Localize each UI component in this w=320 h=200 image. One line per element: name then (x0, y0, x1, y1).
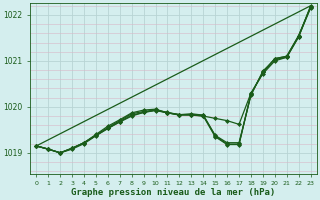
X-axis label: Graphe pression niveau de la mer (hPa): Graphe pression niveau de la mer (hPa) (71, 188, 276, 197)
